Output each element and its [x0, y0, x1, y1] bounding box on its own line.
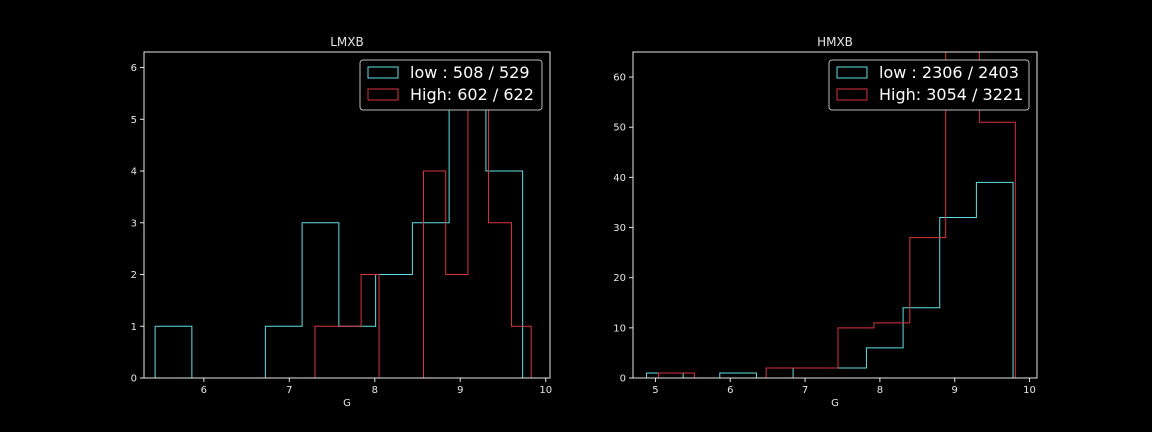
lmxb-y-tick-label: 6: [131, 63, 137, 74]
hmxb-y-tick-label: 60: [613, 73, 626, 84]
hmxb-y-tick-label: 0: [620, 374, 626, 385]
lmxb-chart-title: LMXB: [330, 35, 364, 49]
lmxb-y-tick-label: 0: [131, 374, 137, 385]
lmxb-y-tick-label: 2: [131, 270, 137, 281]
lmxb-x-tick-label: 6: [201, 385, 207, 396]
hmxb-plot-area: [645, 52, 1016, 378]
lmxb-axes-frame: [143, 51, 551, 379]
hmxb-series-high-step: [657, 52, 1016, 378]
lmxb-y-tick-label: 4: [131, 167, 137, 178]
hmxb-legend-label-low: low : 2306 / 2403: [879, 63, 1019, 82]
lmxb-series-high-step: [314, 67, 532, 378]
hmxb-x-tick-label: 5: [652, 385, 658, 396]
lmxb-x-axis-label: G: [343, 398, 351, 409]
lmxb-legend: low : 508 / 529 High: 602 / 622: [359, 59, 543, 111]
hmxb-x-axis-label: G: [831, 398, 839, 409]
hmxb-x-tick-label: 10: [1023, 385, 1036, 396]
hmxb-x-tick-label: 8: [877, 385, 883, 396]
hmxb-legend-label-high: High: 3054 / 3221: [879, 85, 1023, 104]
hmxb-chart-title: HMXB: [817, 35, 853, 49]
lmxb-legend-label-low: low : 508 / 529: [410, 63, 530, 82]
lmxb-x-tick-label: 9: [457, 385, 463, 396]
lmxb-x-tick-label: 10: [539, 385, 552, 396]
hmxb-x-tick-label: 7: [802, 385, 808, 396]
lmxb-y-tick-label: 3: [131, 218, 137, 229]
hmxb-legend-swatch-low: [836, 66, 868, 79]
hmxb-y-tick-label: 40: [613, 173, 626, 184]
hmxb-legend: low : 2306 / 2403 High: 3054 / 3221: [828, 59, 1030, 111]
hmxb-legend-swatch-high: [836, 88, 868, 101]
hmxb-x-tick-label: 6: [727, 385, 733, 396]
hmxb-y-tick-label: 20: [613, 273, 626, 284]
hmxb-y-tick-label: 50: [613, 123, 626, 134]
hmxb-legend-frame: [828, 59, 1030, 111]
hmxb-y-tick-label: 10: [613, 323, 626, 334]
hmxb-axes-frame: [632, 51, 1038, 379]
hmxb-y-tick-label: 30: [613, 223, 626, 234]
lmxb-legend-swatch-low: [367, 66, 399, 79]
lmxb-legend-label-high: High: 602 / 622: [410, 85, 534, 104]
lmxb-x-tick-label: 7: [286, 385, 292, 396]
lmxb-legend-frame: [359, 59, 543, 111]
lmxb-y-tick-label: 1: [131, 322, 137, 333]
lmxb-x-tick-label: 8: [372, 385, 378, 396]
lmxb-legend-swatch-high: [367, 88, 399, 101]
hmxb-x-tick-label: 9: [952, 385, 958, 396]
lmxb-y-tick-label: 5: [131, 115, 137, 126]
